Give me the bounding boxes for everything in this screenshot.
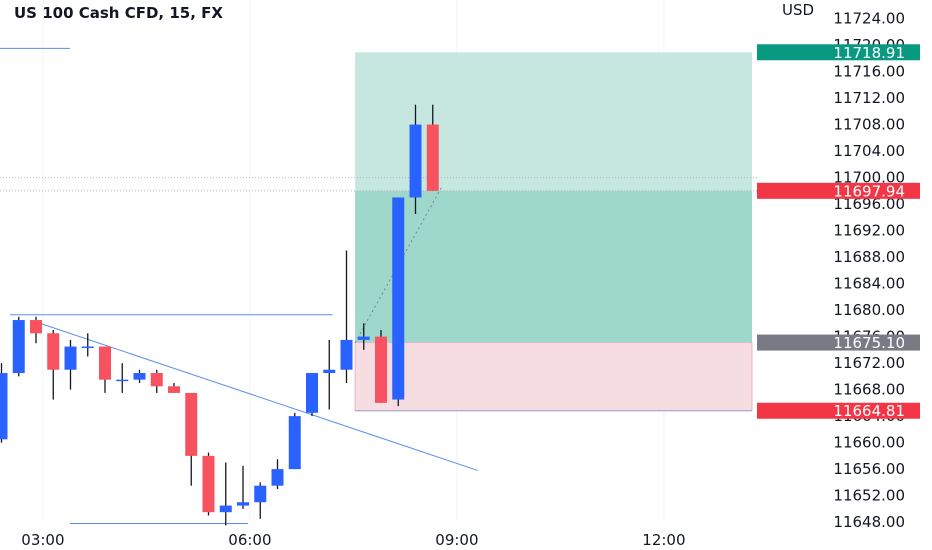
y-tick-label: 11724.00: [833, 10, 905, 28]
candle-2: [30, 316, 42, 344]
price-labels: 11718.91 11697.94 11675.10 11664.81: [757, 44, 920, 420]
y-tick-label: 11692.00: [833, 222, 905, 240]
price-axis[interactable]: 11648.0011652.0011656.0011660.0011664.00…: [833, 10, 905, 532]
y-tick-label: 11680.00: [833, 301, 905, 319]
candle-24: [409, 104, 422, 215]
candle-18: [306, 373, 318, 417]
y-tick-label: 11716.00: [833, 63, 905, 81]
candle-6: [99, 346, 111, 393]
candle-body-3: [47, 333, 60, 370]
candle-8: [133, 369, 146, 383]
descending-trendline: [34, 320, 478, 471]
x-tick-label: 09:00: [435, 531, 478, 549]
candle-11: [185, 392, 198, 486]
candle-body-10: [168, 386, 180, 393]
price-label-0: 11718.91: [757, 44, 920, 62]
price-label-text: 11675.10: [833, 334, 905, 352]
price-label-text: 11664.81: [833, 402, 905, 420]
candle-body-9: [150, 373, 163, 387]
take-profit-zone-active: [355, 190, 752, 343]
price-label-text: 11697.94: [833, 182, 905, 200]
price-label-bg: [757, 334, 920, 351]
candle-16: [271, 459, 284, 489]
x-tick-label: 06:00: [228, 531, 271, 549]
candle-3: [47, 329, 60, 400]
drawing-lines[interactable]: [0, 47, 758, 524]
candle-body-18: [306, 373, 318, 413]
y-tick-label: 11684.00: [833, 275, 905, 293]
candle-22: [375, 329, 387, 403]
candle-13: [219, 462, 232, 526]
price-label-bg: [757, 182, 920, 199]
candle-body-4: [64, 346, 77, 370]
price-label-text: 11718.91: [833, 44, 905, 62]
candle-body-16: [271, 469, 284, 486]
chart-title: US 100 Cash CFD, 15, FX: [14, 4, 223, 22]
candle-body-15: [254, 485, 267, 503]
currency-label: USD: [782, 1, 814, 19]
candle-9: [150, 369, 163, 393]
y-tick-label: 11708.00: [833, 116, 905, 134]
candles[interactable]: [0, 104, 439, 526]
y-tick-label: 11672.00: [833, 354, 905, 372]
candle-body-2: [30, 320, 42, 334]
y-tick-label: 11712.00: [833, 89, 905, 107]
price-label-bg: [757, 402, 920, 419]
y-tick-label: 11688.00: [833, 248, 905, 266]
candle-19: [323, 339, 336, 410]
price-label-bg: [757, 44, 920, 61]
candle-body-23: [392, 197, 405, 400]
price-label-2: 11675.10: [757, 334, 920, 352]
candle-21: [357, 323, 370, 350]
y-tick-label: 11656.00: [833, 460, 905, 478]
y-tick-label: 11704.00: [833, 142, 905, 160]
y-tick-label: 11696.00: [833, 195, 905, 213]
candle-5: [81, 333, 94, 357]
candle-body-8: [133, 373, 146, 380]
price-label-1: 11697.94: [757, 182, 920, 200]
candle-body-7: [116, 379, 129, 382]
candle-25: [426, 104, 439, 191]
position-zones[interactable]: [354, 52, 753, 412]
candle-body-22: [375, 336, 387, 403]
candle-7: [116, 363, 129, 393]
candle-0: [0, 363, 8, 443]
candle-15: [254, 482, 267, 519]
candle-14: [237, 465, 249, 509]
candle-10: [168, 382, 180, 393]
candle-17: [288, 412, 301, 470]
candle-20: [340, 250, 353, 383]
candle-body-5: [81, 346, 94, 349]
x-tick-label: 03:00: [21, 531, 64, 549]
stop-loss-zone: [354, 342, 753, 412]
time-axis[interactable]: 03:00 06:00 09:00 12:00: [21, 531, 685, 549]
candle-23: [392, 197, 405, 407]
price-label-3: 11664.81: [757, 402, 920, 420]
candle-body-11: [185, 392, 198, 456]
candle-body-0: [0, 373, 8, 440]
x-tick-label: 12:00: [642, 531, 685, 549]
candle-body-20: [340, 339, 353, 370]
candle-body-6: [99, 346, 111, 380]
candle-body-25: [426, 124, 439, 191]
candle-body-24: [409, 124, 422, 198]
y-tick-label: 11700.00: [833, 169, 905, 187]
candle-body-14: [237, 502, 249, 506]
candle-body-17: [288, 416, 301, 470]
y-tick-label: 11668.00: [833, 381, 905, 399]
y-tick-label: 11648.00: [833, 513, 905, 531]
y-tick-label: 11652.00: [833, 487, 905, 505]
y-tick-label: 11660.00: [833, 434, 905, 452]
candle-body-21: [357, 336, 370, 340]
candle-1: [12, 316, 25, 377]
candle-body-1: [12, 320, 25, 374]
candle-body-19: [323, 369, 336, 374]
candle-body-13: [219, 505, 232, 513]
candle-12: [202, 452, 215, 516]
candle-4: [64, 339, 77, 390]
candle-body-12: [202, 455, 215, 513]
